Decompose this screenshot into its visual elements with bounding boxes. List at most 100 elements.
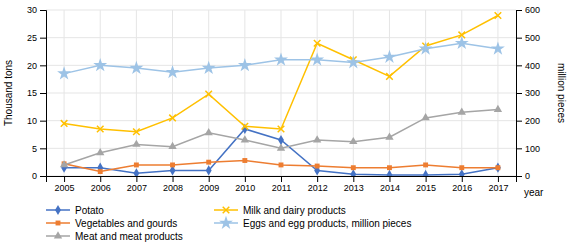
tick: 20 [27,61,46,71]
tick-mark [389,176,390,182]
tick-label: 10 [27,116,37,126]
x-axis-title: year [524,187,544,198]
point [459,165,464,170]
tick-label: 300 [525,88,540,98]
grid-line [46,65,516,66]
point [277,144,285,151]
legend-label: Eggs and egg products, million pieces [243,218,411,229]
point [491,41,505,54]
tick-label: 2017 [488,183,508,193]
point [279,162,284,167]
tick-label: 400 [525,61,540,71]
tick-mark [281,176,282,182]
point [385,132,393,139]
point [97,126,104,133]
tick-label: 2010 [235,183,255,193]
point [166,65,180,78]
point [60,160,68,167]
plot: 2005200620072008200920102011201220132014… [3,5,567,198]
tick-mark [353,176,354,182]
tick: 2015 [416,176,436,193]
grid-line [46,37,516,38]
point [134,162,139,167]
tick: 2014 [380,176,400,193]
tick-mark [40,65,46,66]
tick-mark [516,176,522,177]
point [350,169,356,176]
legend: Potato Vegetables and gourds Meat and meat… [46,205,411,242]
y-axis: 051015202530 [27,5,47,181]
series-line [64,43,498,73]
point [93,58,107,71]
point [314,40,321,47]
tick-label: 0 [525,171,530,181]
axis-line [517,11,523,177]
tick: 2007 [127,176,147,193]
point [458,108,466,115]
tick: 30 [27,5,46,15]
tick-label: 200 [525,116,540,126]
tick: 2017 [488,176,508,193]
tick: 400 [516,61,540,71]
point [419,41,433,54]
series-group [57,12,505,176]
point [278,126,285,133]
tick-mark [516,93,522,94]
point [421,113,429,120]
tick: 100 [516,144,540,154]
point [386,73,393,80]
point [387,165,392,170]
grid [46,10,516,176]
point [242,124,248,134]
tick: 25 [27,33,46,43]
point [495,163,501,173]
tick-label: 100 [525,144,540,154]
grid-line [46,10,516,11]
tick-mark [516,65,522,66]
tick: 600 [516,5,540,15]
chart: 2005200620072008200920102011201220132014… [0,0,568,250]
tick-mark [516,148,522,149]
tick: 500 [516,33,540,43]
series-line [64,16,498,132]
point [387,170,393,176]
axis-line [40,11,47,177]
legend-label: Potato [75,205,104,216]
point [57,66,71,79]
tick: 2009 [199,176,219,193]
tick-mark [40,93,46,94]
point [242,123,249,130]
tick-mark [498,176,499,182]
point [351,165,356,170]
grid-line [46,120,516,121]
legend-marker [223,207,230,214]
tick-label: 2009 [199,183,219,193]
point [205,91,212,98]
point [206,165,212,175]
tick-mark [516,10,522,11]
tick-label: 20 [27,61,37,71]
point [129,61,143,74]
tick-label: 2011 [272,183,291,193]
tick-label: 2012 [308,183,328,193]
point [494,105,502,112]
tick-mark [40,148,46,149]
tick-label: 2005 [55,183,75,193]
tick-mark [100,176,101,182]
legend-marker [55,205,61,215]
point [96,148,104,155]
tick: 2012 [308,176,328,193]
series-line [64,110,498,165]
series-line [64,161,498,172]
y-axis-title: Thousand tons [3,60,14,126]
point [349,137,357,144]
tick-mark [136,176,137,182]
tick-label: 0 [32,171,37,181]
legend-item: Meat and meat products [46,231,183,242]
tick-label: 2007 [127,183,147,193]
tick-mark [40,38,46,39]
legend-item: Vegetables and gourds [46,218,177,229]
tick-label: 2015 [416,183,436,193]
tick: 2005 [55,176,75,193]
legend-item: Potato [46,205,104,216]
